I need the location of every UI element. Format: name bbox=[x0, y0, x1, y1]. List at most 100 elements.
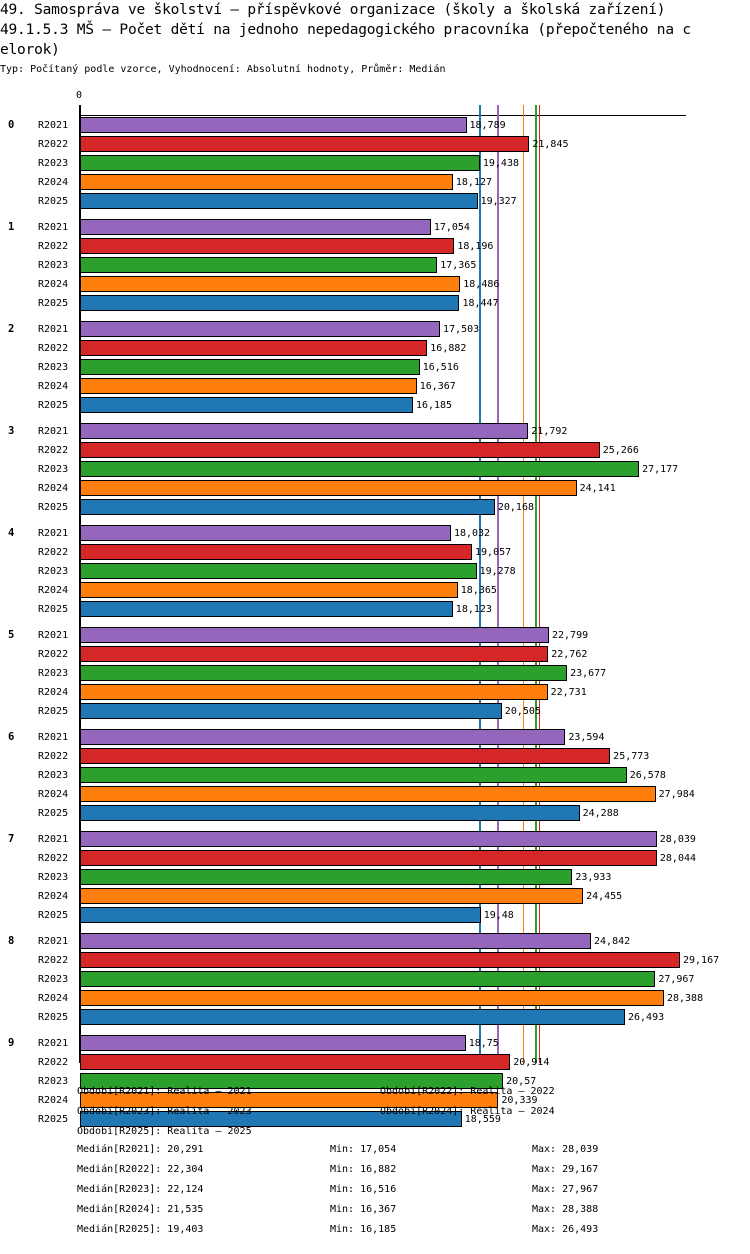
bar-row[interactable]: 3 R2021 21,792 bbox=[0, 422, 750, 441]
bar-R2025[interactable] bbox=[80, 1111, 462, 1127]
bar-row[interactable]: R2022 28,044 bbox=[0, 849, 750, 868]
bar-R2025[interactable] bbox=[80, 397, 413, 413]
bar-R2024[interactable] bbox=[80, 990, 664, 1006]
bar-row[interactable]: R2023 19,438 bbox=[0, 154, 750, 173]
bar-R2022[interactable] bbox=[80, 850, 657, 866]
bar-R2024[interactable] bbox=[80, 786, 656, 802]
bar-row[interactable]: R2024 18,127 bbox=[0, 173, 750, 192]
bar-row[interactable]: R2024 16,367 bbox=[0, 377, 750, 396]
bar-R2024[interactable] bbox=[80, 276, 461, 292]
bar-row[interactable]: R2025 18,123 bbox=[0, 600, 750, 619]
bar-row[interactable]: R2025 19,327 bbox=[0, 192, 750, 211]
bar-R2023[interactable] bbox=[80, 869, 573, 885]
bar-row[interactable]: 5 R2021 22,799 bbox=[0, 626, 750, 645]
bar-R2025[interactable] bbox=[80, 1009, 625, 1025]
bar-row[interactable]: R2025 18,447 bbox=[0, 294, 750, 313]
bar-row[interactable]: R2023 19,278 bbox=[0, 562, 750, 581]
bar-row[interactable]: R2025 18,559 bbox=[0, 1110, 750, 1129]
bar-R2024[interactable] bbox=[80, 1092, 499, 1108]
bar-row[interactable]: R2023 23,933 bbox=[0, 868, 750, 887]
bar-R2023[interactable] bbox=[80, 767, 627, 783]
bar-row[interactable]: 1 R2021 17,054 bbox=[0, 218, 750, 237]
bar-R2023[interactable] bbox=[80, 665, 568, 681]
bar-R2023[interactable] bbox=[80, 461, 640, 477]
bar-row[interactable]: R2024 28,388 bbox=[0, 989, 750, 1008]
bar-R2023[interactable] bbox=[80, 971, 656, 987]
bar-R2021[interactable] bbox=[80, 933, 592, 949]
bar-row[interactable]: 7 R2021 28,039 bbox=[0, 830, 750, 849]
bar-row[interactable]: R2022 25,266 bbox=[0, 441, 750, 460]
bar-row[interactable]: R2024 22,731 bbox=[0, 683, 750, 702]
bar-row[interactable]: R2025 20,168 bbox=[0, 498, 750, 517]
bar-R2025[interactable] bbox=[80, 193, 478, 209]
bar-row[interactable]: R2024 27,984 bbox=[0, 785, 750, 804]
bar-R2022[interactable] bbox=[80, 646, 549, 662]
bar-R2024[interactable] bbox=[80, 480, 577, 496]
bar-R2025[interactable] bbox=[80, 601, 453, 617]
bar-row[interactable]: R2022 19,057 bbox=[0, 543, 750, 562]
bar-R2021[interactable] bbox=[80, 321, 441, 337]
bar-row[interactable]: R2022 16,882 bbox=[0, 339, 750, 358]
bar-R2025[interactable] bbox=[80, 703, 502, 719]
bar-R2021[interactable] bbox=[80, 729, 566, 745]
bar-row[interactable]: R2023 26,578 bbox=[0, 766, 750, 785]
bar-row[interactable]: R2025 16,185 bbox=[0, 396, 750, 415]
bar-R2022[interactable] bbox=[80, 544, 473, 560]
bar-R2021[interactable] bbox=[80, 831, 657, 847]
bar-row[interactable]: R2024 24,455 bbox=[0, 887, 750, 906]
bar-R2021[interactable] bbox=[80, 117, 467, 133]
bar-row[interactable]: 4 R2021 18,032 bbox=[0, 524, 750, 543]
bar-R2023[interactable] bbox=[80, 257, 438, 273]
bar-R2022[interactable] bbox=[80, 748, 611, 764]
bar-R2022[interactable] bbox=[80, 1054, 511, 1070]
bar-row[interactable]: R2025 26,493 bbox=[0, 1008, 750, 1027]
bar-row[interactable]: R2023 27,177 bbox=[0, 460, 750, 479]
bar-R2022[interactable] bbox=[80, 952, 680, 968]
bar-R2024[interactable] bbox=[80, 378, 417, 394]
bar-row[interactable]: R2025 19,48 bbox=[0, 906, 750, 925]
bar-row[interactable]: 9 R2021 18,75 bbox=[0, 1034, 750, 1053]
bar-row[interactable]: R2023 23,677 bbox=[0, 664, 750, 683]
bar-row[interactable]: R2022 22,762 bbox=[0, 645, 750, 664]
bar-R2024[interactable] bbox=[80, 582, 458, 598]
bar-row[interactable]: R2024 24,141 bbox=[0, 479, 750, 498]
bar-R2023[interactable] bbox=[80, 563, 477, 579]
bar-row[interactable]: 0 R2021 18,789 bbox=[0, 116, 750, 135]
bar-row[interactable]: R2023 27,967 bbox=[0, 970, 750, 989]
bar-R2024[interactable] bbox=[80, 888, 584, 904]
bar-row[interactable]: R2024 20,339 bbox=[0, 1091, 750, 1110]
bar-R2023[interactable] bbox=[80, 155, 480, 171]
bar-row[interactable]: R2023 20,57 bbox=[0, 1072, 750, 1091]
bar-row[interactable]: R2022 21,845 bbox=[0, 135, 750, 154]
bar-R2022[interactable] bbox=[80, 442, 600, 458]
bar-R2024[interactable] bbox=[80, 684, 548, 700]
bar-row[interactable]: R2022 25,773 bbox=[0, 747, 750, 766]
bar-R2021[interactable] bbox=[80, 423, 529, 439]
bar-R2022[interactable] bbox=[80, 136, 530, 152]
bar-R2023[interactable] bbox=[80, 1073, 504, 1089]
bar-R2023[interactable] bbox=[80, 359, 420, 375]
bar-R2025[interactable] bbox=[80, 907, 481, 923]
bar-R2021[interactable] bbox=[80, 1035, 466, 1051]
bar-row[interactable]: R2024 18,486 bbox=[0, 275, 750, 294]
bar-row[interactable]: 8 R2021 24,842 bbox=[0, 932, 750, 951]
bar-R2024[interactable] bbox=[80, 174, 453, 190]
bar-R2022[interactable] bbox=[80, 238, 455, 254]
bar-R2022[interactable] bbox=[80, 340, 428, 356]
bar-row[interactable]: R2024 18,365 bbox=[0, 581, 750, 600]
bar-R2021[interactable] bbox=[80, 525, 451, 541]
bar-row[interactable]: 2 R2021 17,503 bbox=[0, 320, 750, 339]
bar-row[interactable]: R2022 20,914 bbox=[0, 1053, 750, 1072]
bar-R2025[interactable] bbox=[80, 805, 580, 821]
bar-row[interactable]: R2023 16,516 bbox=[0, 358, 750, 377]
bar-R2021[interactable] bbox=[80, 627, 549, 643]
bar-row[interactable]: R2023 17,365 bbox=[0, 256, 750, 275]
bar-row[interactable]: R2025 20,505 bbox=[0, 702, 750, 721]
bar-R2025[interactable] bbox=[80, 295, 460, 311]
bar-R2021[interactable] bbox=[80, 219, 431, 235]
bar-R2025[interactable] bbox=[80, 499, 495, 515]
bar-row[interactable]: R2025 24,288 bbox=[0, 804, 750, 823]
bar-row[interactable]: R2022 29,167 bbox=[0, 951, 750, 970]
bar-row[interactable]: 6 R2021 23,594 bbox=[0, 728, 750, 747]
bar-row[interactable]: R2022 18,196 bbox=[0, 237, 750, 256]
